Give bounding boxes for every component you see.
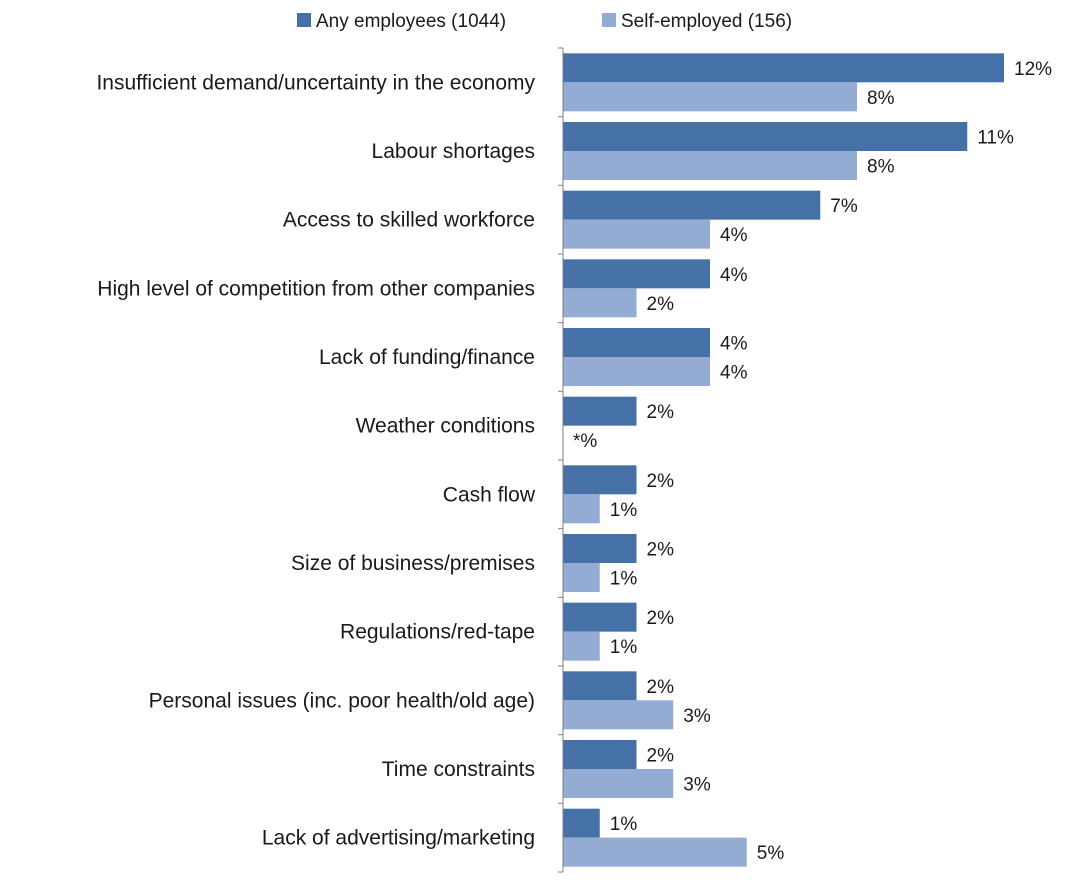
category-label: Time constraints xyxy=(382,758,535,781)
category-label: Personal issues (inc. poor health/old ag… xyxy=(149,689,535,712)
category-label: Weather conditions xyxy=(356,415,535,438)
bar-any-employees xyxy=(563,808,600,838)
category-label: Regulations/red-tape xyxy=(340,621,535,644)
legend-swatch xyxy=(297,13,311,27)
bar-self-employed xyxy=(563,357,710,386)
bars xyxy=(563,53,1004,867)
legend-label: Any employees (1044) xyxy=(316,11,506,32)
data-label: 1% xyxy=(610,814,638,835)
data-label: 11% xyxy=(977,128,1014,149)
data-label: 3% xyxy=(683,775,711,796)
data-label: 3% xyxy=(683,706,711,727)
bar-self-employed xyxy=(563,563,600,592)
data-label: 7% xyxy=(830,196,858,217)
data-label: 2% xyxy=(647,471,675,492)
bar-self-employed xyxy=(563,82,857,112)
bar-self-employed xyxy=(563,151,857,180)
data-label: 1% xyxy=(610,637,638,658)
category-label: Lack of advertising/marketing xyxy=(262,827,535,850)
bar-any-employees xyxy=(563,328,710,357)
bar-self-employed xyxy=(563,837,747,867)
category-label: Access to skilled workforce xyxy=(283,209,535,232)
y-axis xyxy=(558,47,564,873)
category-label: Labour shortages xyxy=(372,140,535,163)
data-label: 12% xyxy=(1014,59,1052,80)
legend-label: Self-employed (156) xyxy=(621,11,792,32)
bar-self-employed xyxy=(563,769,674,798)
data-label: 1% xyxy=(610,569,638,590)
data-label: 4% xyxy=(720,334,748,355)
bar-self-employed xyxy=(563,494,600,524)
category-label: Lack of funding/finance xyxy=(319,346,535,369)
data-label: 8% xyxy=(867,88,895,109)
data-label: 5% xyxy=(757,843,785,864)
legend: Any employees (1044) Self-employed (156) xyxy=(297,11,792,32)
category-label: Insufficient demand/uncertainty in the e… xyxy=(96,71,535,94)
bar-self-employed xyxy=(563,288,637,318)
data-label: 4% xyxy=(720,225,748,246)
data-label: 2% xyxy=(647,294,675,315)
bar-any-employees xyxy=(563,602,637,632)
bar-any-employees xyxy=(563,534,637,563)
bar-any-employees xyxy=(563,465,637,495)
data-label: *% xyxy=(573,431,597,452)
data-label: 2% xyxy=(647,540,675,561)
data-label: 4% xyxy=(720,265,748,286)
bar-self-employed xyxy=(563,631,600,661)
bar-any-employees xyxy=(563,671,637,701)
bar-any-employees xyxy=(563,740,637,769)
bar-any-employees xyxy=(563,53,1004,83)
bar-any-employees xyxy=(563,259,710,289)
legend-swatch xyxy=(602,13,616,27)
category-label: Cash flow xyxy=(443,483,536,506)
bar-any-employees xyxy=(563,122,968,151)
category-label: Size of business/premises xyxy=(291,552,535,575)
bar-any-employees xyxy=(563,190,821,220)
bar-any-employees xyxy=(563,396,637,426)
data-labels: 12% 8% 11% 8% 7% 4% 4% 2% 4% 4% 2% *% 2% 1% 2% 1% 2% 1% 2%… xyxy=(573,59,1052,864)
data-label: 2% xyxy=(647,608,675,629)
data-label: 2% xyxy=(647,746,675,767)
data-label: 1% xyxy=(610,500,638,521)
data-label: 2% xyxy=(647,402,675,423)
bar-self-employed xyxy=(563,700,674,730)
data-label: 4% xyxy=(720,363,748,384)
category-labels: Insufficient demand/uncertainty in the e… xyxy=(96,71,535,849)
data-label: 8% xyxy=(867,157,895,178)
data-label: 2% xyxy=(647,677,675,698)
bar-self-employed xyxy=(563,219,710,249)
category-label: High level of competition from other com… xyxy=(97,277,535,300)
